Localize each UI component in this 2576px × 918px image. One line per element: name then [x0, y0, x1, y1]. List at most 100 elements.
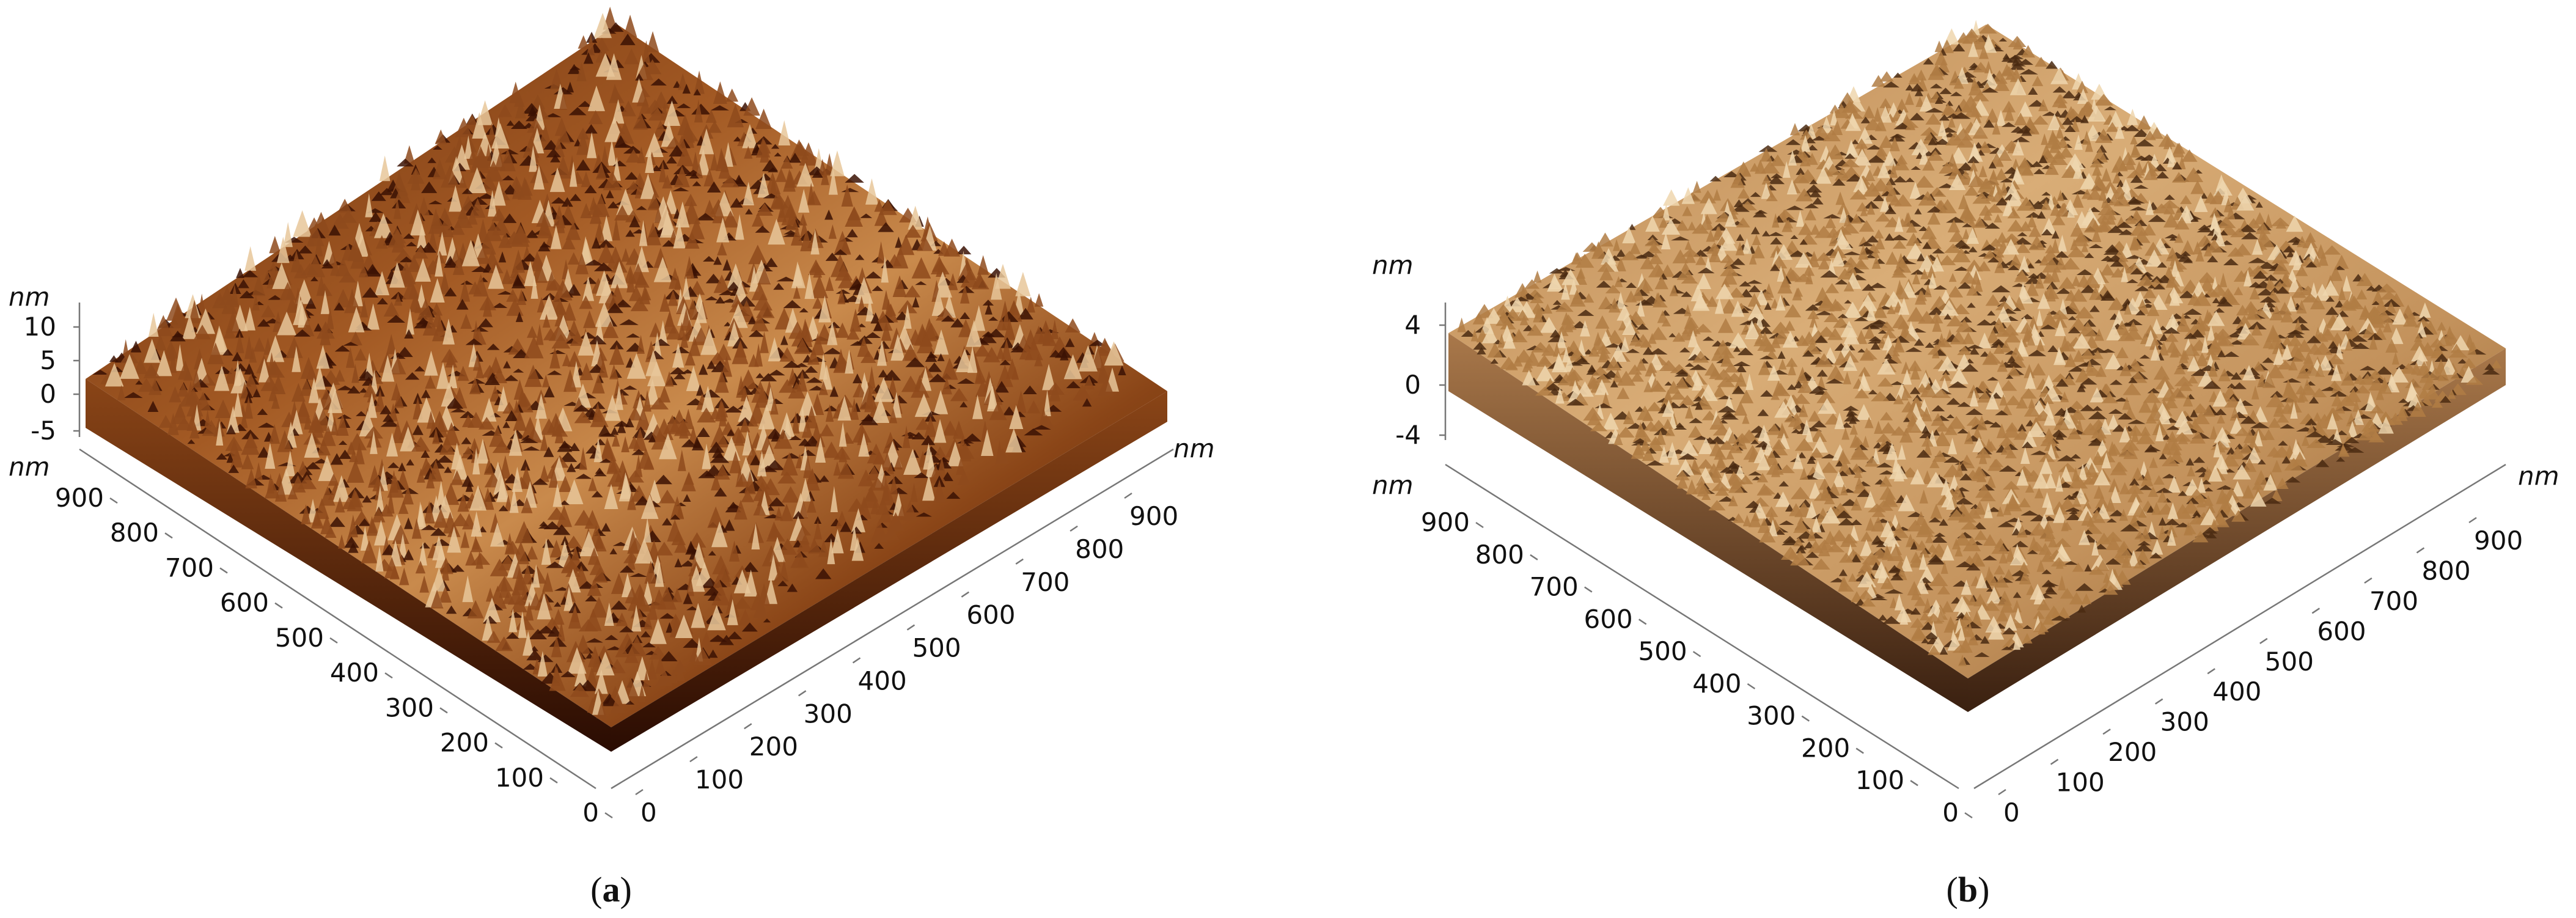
z-tick-label: -5 — [31, 416, 56, 446]
tick-mark — [1475, 521, 1484, 529]
z-tick-label: -4 — [1395, 420, 1421, 450]
tick-mark — [689, 756, 698, 763]
tick-mark — [1855, 747, 1864, 754]
tick-mark — [961, 591, 970, 598]
tick-mark — [1801, 715, 1810, 722]
tick-mark — [2416, 547, 2425, 554]
tick-mark — [1910, 780, 1918, 787]
y-tick-label: 400 — [1692, 669, 1741, 699]
tick-mark — [329, 637, 338, 644]
z-unit-b: nm — [1372, 250, 1414, 280]
tick-mark — [2259, 637, 2268, 644]
tick-mark — [1530, 554, 1538, 560]
tick-mark — [164, 532, 173, 539]
y-tick-label: 700 — [1530, 572, 1579, 602]
tick-mark — [2154, 698, 2163, 705]
tick-mark — [274, 602, 283, 609]
x-tick-label: 700 — [1021, 567, 1070, 597]
z-tick-label: 0 — [1404, 370, 1421, 400]
x-tick-label: 600 — [966, 600, 1015, 630]
afm-surface-b — [1448, 20, 2506, 712]
axes-a — [78, 303, 1174, 790]
y-unit-a: nm — [9, 452, 50, 482]
y-tick-label: 400 — [330, 658, 379, 688]
z-unit-a: nm — [9, 282, 50, 312]
caption-b: (b) — [1947, 870, 1990, 909]
tick-mark — [1692, 651, 1701, 658]
x-unit-a: nm — [1173, 433, 1215, 463]
z-tick-label: 0 — [40, 379, 56, 409]
tick-mark — [219, 567, 228, 574]
y-tick-label: 200 — [1801, 733, 1850, 763]
tick-mark — [604, 812, 613, 819]
y-tick-label: 500 — [1638, 636, 1687, 666]
x-tick-label: 800 — [1075, 534, 1124, 564]
y-tick-label: 600 — [1583, 604, 1632, 634]
y-unit-b: nm — [1372, 470, 1414, 500]
tick-mark — [1015, 558, 1024, 565]
caption-a: (a) — [590, 870, 632, 909]
tick-mark — [384, 672, 393, 679]
y-tick-label: 600 — [220, 588, 269, 618]
tick-mark — [494, 742, 503, 749]
y-tick-label: 100 — [1855, 765, 1904, 795]
tick-mark — [549, 777, 558, 784]
tick-mark — [2364, 577, 2372, 584]
z-axis-ticks-a: 105 0 -5 — [24, 312, 79, 446]
y-tick-label: 0 — [582, 798, 599, 828]
x-tick-label: 500 — [912, 633, 961, 663]
tick-mark — [852, 657, 861, 664]
x-tick-label: 0 — [640, 798, 657, 828]
tick-mark — [1964, 812, 1973, 819]
y-tick-label: 900 — [1421, 507, 1470, 537]
x-tick-label: 400 — [858, 666, 907, 696]
z-tick-label: 10 — [24, 312, 56, 342]
tick-mark — [1638, 619, 1647, 625]
y-tick-label: 500 — [275, 623, 324, 653]
x-tick-label: 100 — [2056, 768, 2105, 798]
tick-mark — [906, 624, 916, 631]
afm-surface-a — [86, 6, 1167, 752]
x-tick-label: 600 — [2317, 616, 2366, 646]
tick-mark — [1124, 492, 1132, 499]
y-tick-label: 0 — [1942, 798, 1959, 828]
panel-b: nm 40-4 nm 9008007006005004003002001000 … — [1372, 20, 2559, 909]
tick-mark — [1584, 586, 1593, 593]
tick-mark — [1998, 788, 2006, 796]
tick-mark — [2311, 608, 2321, 614]
tick-mark — [798, 690, 807, 697]
tick-mark — [2102, 729, 2111, 735]
x-tick-label: 800 — [2421, 556, 2470, 586]
z-tick-label: 4 — [1404, 310, 1421, 340]
tick-mark — [2207, 668, 2215, 675]
x-tick-label: 700 — [2369, 586, 2418, 616]
y-tick-label: 700 — [165, 553, 214, 582]
z-tick-label: 5 — [40, 345, 56, 375]
tick-mark — [2050, 758, 2059, 765]
tick-mark — [1070, 525, 1078, 532]
tick-mark — [1747, 683, 1756, 689]
x-tick-label: 300 — [804, 699, 853, 729]
y-tick-label: 100 — [495, 763, 544, 793]
x-unit-b: nm — [2518, 461, 2559, 491]
tick-mark — [2468, 516, 2477, 524]
caption-letter-b: b — [1958, 870, 1978, 909]
tick-mark — [744, 723, 752, 730]
x-tick-label: 100 — [695, 765, 744, 795]
y-tick-label: 900 — [55, 483, 104, 513]
y-tick-label: 300 — [1747, 701, 1796, 731]
x-tick-label: 500 — [2265, 647, 2314, 677]
y-tick-label: 200 — [440, 728, 489, 758]
y-tick-label: 300 — [385, 692, 434, 722]
x-tick-label: 900 — [1129, 501, 1178, 531]
x-tick-label: 200 — [2108, 737, 2157, 767]
tick-mark — [109, 497, 118, 504]
x-tick-label: 400 — [2212, 677, 2261, 707]
caption-letter-a: a — [603, 870, 620, 909]
